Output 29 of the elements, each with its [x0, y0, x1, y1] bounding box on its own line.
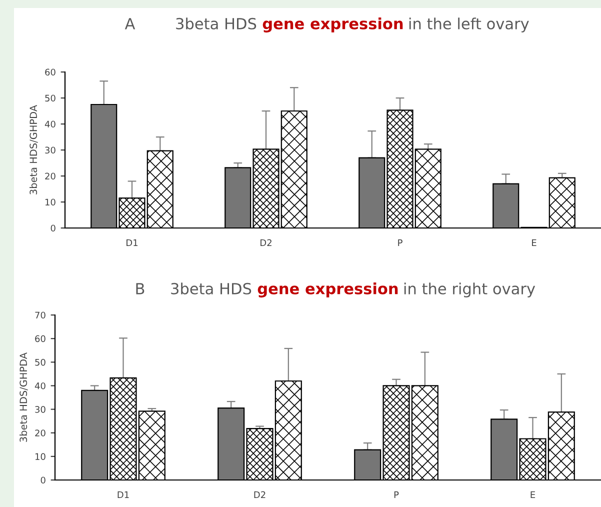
y-tick-label: 20	[35, 430, 46, 436]
y-tick-label: 60	[35, 335, 46, 342]
y-tick-label: 70	[35, 312, 46, 319]
y-tick-label: 30	[35, 406, 46, 413]
x-tick-label: D1	[118, 491, 129, 498]
x-tick-label: P	[398, 239, 402, 246]
y-tick-label: 60	[45, 68, 56, 76]
chart-title: 3beta HDS gene expression in the right ovary	[171, 282, 536, 298]
y-tick-label: 50	[45, 94, 56, 102]
y-axis-title: 3beta HDS/GHPDA	[20, 352, 28, 442]
x-tick-label: D1	[126, 239, 138, 246]
chart-title: 3beta HDS gene expression in the left ovary	[176, 18, 529, 32]
text: B	[136, 283, 144, 294]
y-tick-label: 40	[34, 382, 46, 390]
y-tick-label: 10	[35, 453, 46, 460]
y-tick-label: 40	[44, 120, 56, 128]
x-tick-label: D2	[254, 491, 266, 498]
text: A	[124, 18, 136, 30]
x-tick-label: P	[394, 491, 399, 498]
y-tick-label: 0	[40, 476, 46, 484]
y-tick-label: 30	[45, 146, 56, 154]
x-tick-label: D2	[260, 239, 272, 246]
y-axis-title: 3beta HDS/GHPDA	[30, 105, 38, 194]
y-tick-label: 0	[50, 224, 56, 232]
y-tick-label: 10	[45, 198, 56, 206]
y-tick-label: 20	[45, 172, 56, 180]
x-tick-label: E	[532, 239, 536, 246]
y-tick-label: 50	[35, 358, 46, 366]
x-tick-label: E	[530, 491, 536, 498]
